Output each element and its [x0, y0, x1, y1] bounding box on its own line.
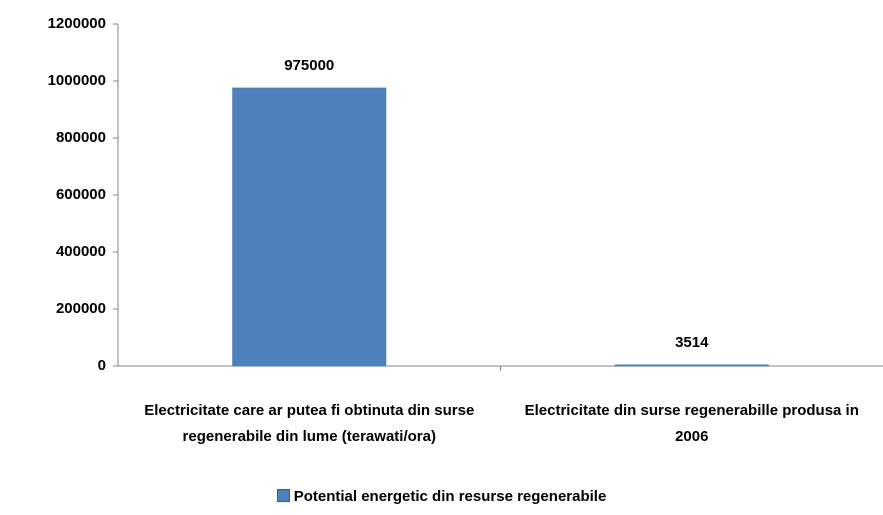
y-tick-label: 600000: [56, 186, 106, 203]
y-tick-label: 800000: [56, 129, 106, 146]
legend-label: Potential energetic din resurse regenera…: [293, 488, 607, 505]
bar: [614, 364, 769, 367]
bar: [232, 87, 387, 367]
y-tick-label: 1000000: [48, 72, 106, 89]
y-tick-label: 1200000: [48, 15, 106, 32]
x-tick-label: Electricitate care ar putea fi obtinuta …: [144, 402, 475, 445]
y-tick-label: 0: [98, 357, 106, 374]
y-tick-label: 200000: [56, 300, 106, 317]
legend: Potential energetic din resurse regenera…: [0, 488, 883, 505]
x-tick-label: Electricitate din surse regenerabille pr…: [524, 402, 859, 445]
legend-swatch: [276, 489, 290, 502]
data-label: 975000: [284, 57, 334, 74]
data-label: 3514: [675, 334, 709, 351]
y-tick-label: 400000: [56, 243, 106, 260]
